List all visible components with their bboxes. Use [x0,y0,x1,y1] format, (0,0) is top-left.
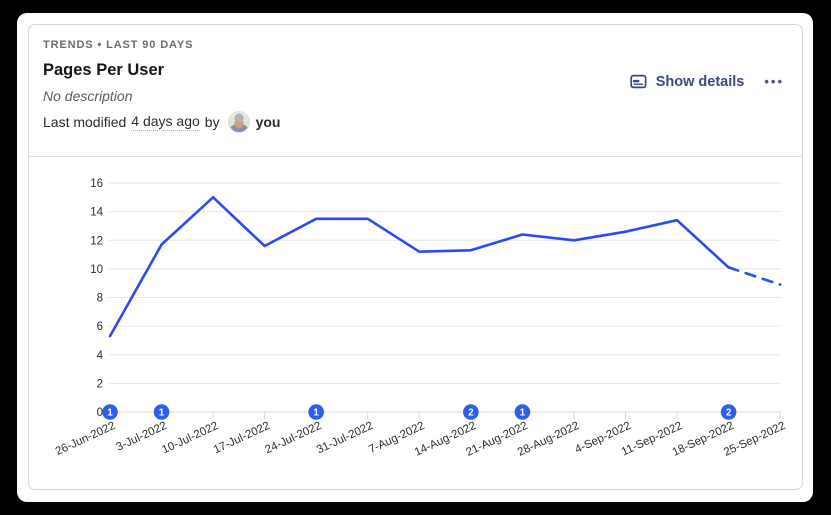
insight-header: TRENDS • LAST 90 DAYS Pages Per User No … [29,25,802,155]
y-tick-label: 10 [90,264,103,276]
x-tick-label: 26-Jun-2022 [54,420,118,458]
annotation-badge[interactable] [514,404,531,420]
x-tick-label: 17-Jul-2022 [212,420,272,457]
trend-line [108,196,730,338]
annotation-badge[interactable] [463,404,479,420]
y-tick-label: 6 [97,321,103,333]
show-details-button[interactable]: Show details [630,73,745,90]
annotation-badge[interactable] [153,404,170,420]
insight-title: Pages Per User [43,61,165,79]
modified-time[interactable]: 4 days ago [131,113,200,131]
annotation-badge[interactable] [308,404,325,420]
y-tick-label: 4 [97,350,104,362]
trend-chart: 024681012141626-Jun-20223-Jul-202210-Jul… [54,178,788,459]
last-modified-line: Last modified 4 days ago by you [43,111,788,133]
y-tick-label: 2 [97,378,103,390]
x-tick-label: 10-Jul-2022 [160,420,220,457]
y-tick-label: 14 [90,207,103,219]
show-details-label: Show details [655,73,745,90]
annotation-badge[interactable] [720,404,737,420]
details-panel-icon [630,74,647,89]
annotation-badge[interactable] [102,404,118,420]
insight-meta-line: TRENDS • LAST 90 DAYS [43,39,194,51]
y-tick-label: 0 [97,407,103,419]
avatar[interactable] [227,111,250,133]
modified-by: by [204,114,220,130]
author-name: you [255,114,281,130]
header-actions: Show details ••• [630,72,788,91]
x-tick-label: 24-Jul-2022 [263,420,323,457]
x-tick-label: 31-Jul-2022 [315,420,375,457]
y-tick-label: 12 [90,235,103,247]
modified-prefix: Last modified [43,114,127,130]
y-tick-label: 8 [97,293,103,305]
more-options-button[interactable]: ••• [760,72,788,91]
header-divider [29,156,802,157]
page-background: TRENDS • LAST 90 DAYS Pages Per User No … [17,13,813,502]
trend-line-projected [727,266,782,286]
y-tick-label: 16 [90,178,103,190]
insight-card: TRENDS • LAST 90 DAYS Pages Per User No … [28,24,803,490]
insight-description: No description [43,88,133,104]
